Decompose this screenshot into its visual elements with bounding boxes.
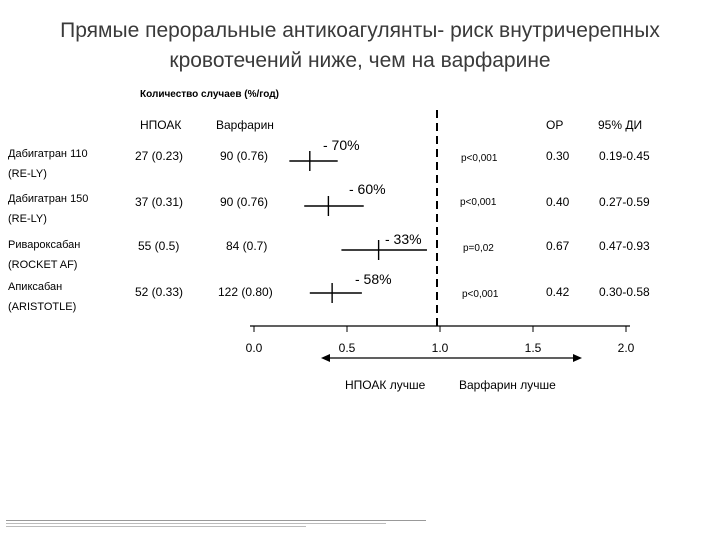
footnote bbox=[6, 520, 436, 527]
ci-cell: 0.19-0.45 bbox=[599, 149, 650, 163]
rr-cell: 0.67 bbox=[546, 239, 570, 253]
x-tick-label: 0.5 bbox=[339, 341, 356, 355]
row-name: Дабигатран 110 (RE-LY) bbox=[8, 144, 88, 184]
rr-cell: 0.42 bbox=[546, 285, 570, 299]
header-warfarin: Варфарин bbox=[216, 118, 274, 132]
noac-cell: 37 (0.31) bbox=[135, 195, 184, 209]
drug-name: Ривароксабан bbox=[8, 239, 81, 251]
forest-row-3 bbox=[309, 283, 362, 303]
reduction-label: - 58% bbox=[355, 271, 392, 287]
left-arrow-head bbox=[321, 354, 330, 362]
x-tick-label: 1.0 bbox=[432, 341, 449, 355]
warfarin-cell: 122 (0.80) bbox=[218, 285, 273, 299]
warfarin-cell: 90 (0.76) bbox=[220, 149, 269, 163]
header-ci: 95% ДИ bbox=[598, 118, 643, 132]
trial-name: (RE-LY) bbox=[8, 168, 47, 180]
rr-cell: 0.40 bbox=[546, 195, 570, 209]
forest-row-1 bbox=[304, 196, 364, 216]
drug-name: Дабигатран 150 bbox=[8, 193, 89, 205]
row-name: Ривароксабан (ROCKET AF) bbox=[8, 235, 80, 275]
title-line-1: Прямые пероральные антикоагулянты- риск … bbox=[60, 19, 660, 42]
noac-better-label: НПОАК лучше bbox=[345, 378, 426, 392]
ci-cell: 0.30-0.58 bbox=[599, 285, 650, 299]
rr-cell: 0.30 bbox=[546, 149, 570, 163]
p-value: p<0,001 bbox=[461, 153, 498, 164]
x-tick-label: 0.0 bbox=[246, 341, 263, 355]
reduction-label: - 60% bbox=[349, 181, 386, 197]
header-noac: НПОАК bbox=[140, 118, 182, 132]
forest-row-2 bbox=[341, 240, 427, 260]
trial-name: (ARISTOTLE) bbox=[8, 301, 77, 313]
trial-name: (ROCKET AF) bbox=[8, 259, 78, 271]
trial-name: (RE-LY) bbox=[8, 213, 47, 225]
warfarin-cell: 84 (0.7) bbox=[226, 239, 268, 253]
reduction-label: - 33% bbox=[385, 231, 422, 247]
header-rr: ОР bbox=[546, 118, 564, 132]
forest-row-0 bbox=[289, 151, 338, 171]
title-line-2: кровотечений ниже, чем на варфарине bbox=[169, 49, 551, 72]
reduction-label: - 70% bbox=[323, 137, 360, 153]
row-name: Апиксабан (ARISTOTLE) bbox=[8, 277, 76, 317]
drug-name: Апиксабан bbox=[8, 281, 63, 293]
warfarin-better-label: Варфарин лучше bbox=[459, 378, 556, 392]
noac-cell: 27 (0.23) bbox=[135, 149, 184, 163]
right-arrow-head bbox=[573, 354, 582, 362]
noac-cell: 52 (0.33) bbox=[135, 285, 184, 299]
x-tick-label: 2.0 bbox=[618, 341, 635, 355]
warfarin-cell: 90 (0.76) bbox=[220, 195, 269, 209]
p-value: p=0,02 bbox=[463, 243, 494, 254]
x-tick-label: 1.5 bbox=[525, 341, 542, 355]
p-value: p<0,001 bbox=[462, 289, 499, 300]
row-name: Дабигатран 150 (RE-LY) bbox=[8, 189, 88, 229]
ci-cell: 0.47-0.93 bbox=[599, 239, 650, 253]
page-title: Прямые пероральные антикоагулянты- риск … bbox=[0, 16, 720, 76]
subtitle: Количество случаев (%/год) bbox=[140, 89, 279, 100]
ci-cell: 0.27-0.59 bbox=[599, 195, 650, 209]
noac-cell: 55 (0.5) bbox=[138, 239, 180, 253]
drug-name: Дабигатран 110 bbox=[8, 148, 88, 160]
p-value: p<0,001 bbox=[460, 197, 497, 208]
